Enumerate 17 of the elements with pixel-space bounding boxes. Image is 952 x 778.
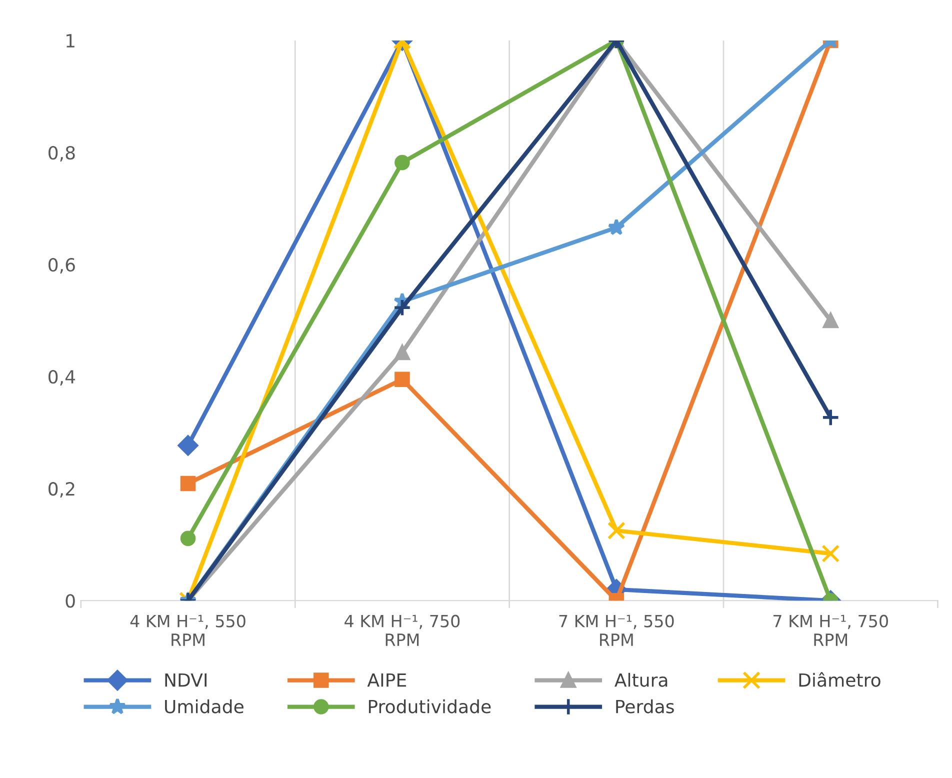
x-tick-label: 7 KM H⁻¹, 750 RPM bbox=[774, 614, 888, 646]
y-tick-label: 0,6 bbox=[48, 258, 75, 274]
legend-label: Diâmetro bbox=[799, 672, 880, 687]
y-tick-label: 0,2 bbox=[48, 482, 74, 498]
y-tick-label: 0,4 bbox=[48, 370, 76, 386]
legend-label: Produtividade bbox=[368, 699, 491, 714]
y-tick-label: 1 bbox=[66, 34, 74, 48]
legend-label: AIPE bbox=[367, 673, 406, 687]
y-tick-label: 0,8 bbox=[48, 146, 75, 162]
legend-label: Perdas bbox=[616, 699, 674, 714]
y-tick-label: 0 bbox=[66, 594, 75, 608]
x-tick-label: 4 KM H⁻¹, 550 RPM bbox=[130, 614, 246, 646]
legend-label: NDVI bbox=[165, 673, 206, 687]
legend-label: Altura bbox=[614, 672, 668, 687]
x-tick-label: 4 KM H⁻¹, 750 RPM bbox=[344, 614, 460, 646]
legend-label: Umidade bbox=[165, 699, 244, 714]
x-tick-label: 7 KM H⁻¹, 550 RPM bbox=[559, 614, 674, 646]
